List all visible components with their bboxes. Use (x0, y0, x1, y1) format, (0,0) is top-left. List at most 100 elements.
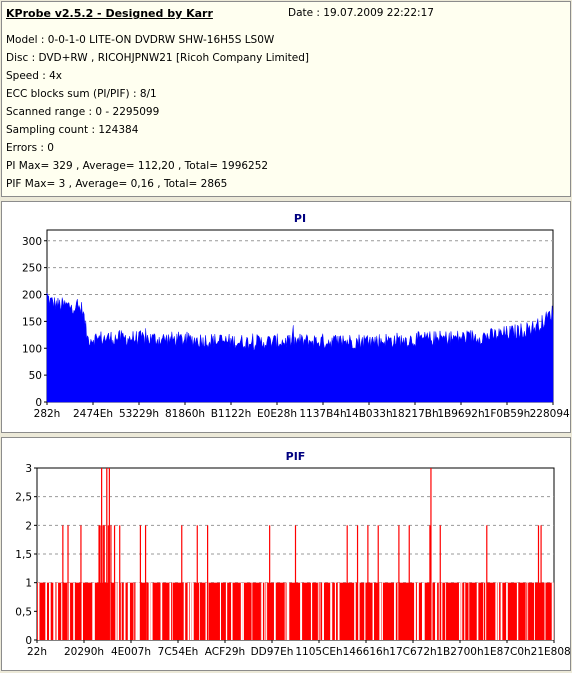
pif-zero-gap (187, 582, 190, 640)
pif-zero-gap (171, 582, 173, 640)
x-tick-label: 228094h (530, 408, 570, 420)
pif-zero-gap (319, 582, 321, 640)
pif-zero-gap (150, 582, 153, 640)
pif-zero-gap (115, 582, 117, 640)
pif-zero-gap (423, 582, 425, 640)
pif-zero-gap (53, 582, 55, 640)
pif-zero-gap (160, 582, 163, 640)
x-tick-label: 4E007h (111, 646, 151, 658)
pi-summary-line: PI Max= 329 , Average= 112,20 , Total= 1… (6, 160, 269, 172)
pif-zero-gap (476, 582, 479, 640)
y-tick-label: 200 (22, 290, 42, 302)
pif-zero-gap (148, 582, 151, 640)
pif-zero-gap (435, 582, 437, 640)
pif-zero-gap (262, 582, 264, 640)
x-tick-label: B1122h (211, 408, 252, 420)
pif-zero-gap (330, 582, 332, 640)
pif-zero-gap (483, 582, 484, 640)
pif-zero-gap (127, 582, 130, 640)
pif-zero-gap (354, 582, 356, 640)
chart-title: PIF (286, 450, 306, 463)
x-tick-label: 1B9692h (437, 408, 484, 420)
pif-zero-gap (500, 582, 503, 640)
pif-zero-gap (431, 582, 433, 640)
x-tick-label: 1105CEh (295, 646, 342, 658)
chart-title: PI (294, 212, 306, 225)
pif-zero-gap (135, 582, 138, 640)
pif-zero-gap (317, 582, 319, 640)
pif-zero-gap (183, 582, 186, 640)
pif-zero-gap (199, 582, 200, 640)
pif-zero-gap (240, 582, 243, 640)
speed-line: Speed : 4x (6, 70, 63, 82)
range-line: Scanned range : 0 - 2295099 (6, 106, 160, 118)
pif-summary-line: PIF Max= 3 , Average= 0,16 , Total= 2865 (6, 178, 228, 190)
pif-zero-gap (441, 582, 443, 640)
y-tick-label: 2 (25, 520, 32, 532)
pi-chart-panel: PI 0 50 100 150 200 250 300 282h 2474Eh 53229h 8186… (1, 201, 572, 433)
pif-zero-gap (45, 582, 47, 640)
pif-zero-gap (525, 582, 527, 640)
y-tick-label: 0 (35, 397, 42, 409)
pif-zero-gap (93, 582, 95, 640)
pif-zero-gap (205, 582, 207, 640)
scan-date: Date : 19.07.2009 22:22:17 (288, 7, 434, 19)
x-tick-label: 81860h (165, 408, 205, 420)
pif-zero-gap (169, 582, 172, 640)
pif-zero-gap (497, 582, 500, 640)
pif-zero-gap (397, 582, 400, 640)
y-tick-label: 1,5 (15, 549, 32, 561)
pif-zero-gap (495, 582, 497, 640)
pif-zero-gap (394, 582, 396, 640)
x-tick-label: 18217Bh (391, 408, 438, 420)
pif-zero-gap (381, 582, 383, 640)
sampling-line: Sampling count : 124384 (6, 124, 139, 136)
pif-zero-gap (414, 582, 416, 640)
model-line: Model : 0-0-1-0 LITE-ON DVDRW SHW-16H5S … (6, 34, 275, 46)
pif-zero-gap (458, 582, 461, 640)
pif-zero-gap (128, 582, 130, 640)
y-tick-label: 3 (25, 463, 32, 475)
pif-zero-gap (358, 582, 360, 640)
app-title: KProbe v2.5.2 - Designed by Karr (6, 7, 213, 20)
y-tick-label: 2,5 (15, 492, 32, 504)
pif-zero-gap (287, 582, 290, 640)
pif-zero-gap (92, 582, 94, 640)
x-tick-label: 2474Eh (73, 408, 113, 420)
pif-zero-gap (260, 582, 262, 640)
x-tick-label: E0E28h (257, 408, 297, 420)
pif-zero-gap (464, 582, 466, 640)
pif-zero-gap (300, 582, 303, 640)
x-tick-label: 7C54Eh (158, 646, 199, 658)
y-tick-label: 1 (25, 578, 32, 590)
pif-zero-gap (372, 582, 375, 640)
pif-zero-gap (534, 582, 535, 640)
pif-zero-gap (242, 582, 244, 640)
pi-series-area (46, 292, 554, 403)
y-tick-label: 50 (29, 370, 42, 382)
pif-zero-gap (284, 582, 286, 640)
pif-zero-gap (73, 582, 75, 640)
pif-zero-gap (337, 582, 340, 640)
pif-zero-gap (117, 582, 120, 640)
x-tick-label: 282h (34, 408, 61, 420)
x-tick-label: 1B2700h (436, 646, 483, 658)
pif-zero-gap (37, 582, 40, 640)
x-tick-label: 21E808h (531, 646, 570, 658)
pif-zero-gap (286, 582, 289, 640)
pif-zero-gap (364, 582, 366, 640)
pif-zero-gap (310, 582, 313, 640)
ecc-line: ECC blocks sum (PI/PIF) : 8/1 (6, 88, 157, 100)
pif-zero-gap (138, 582, 141, 640)
pif-zero-gap (251, 582, 253, 640)
pif-zero-gap (264, 582, 266, 640)
info-panel: KProbe v2.5.2 - Designed by Karr Date : … (1, 1, 571, 197)
y-tick-label: 0 (25, 635, 32, 647)
pif-zero-gap (322, 582, 324, 640)
pif-zero-gap (331, 582, 333, 640)
pif-zero-gap (468, 582, 470, 640)
y-tick-label: 0,5 (15, 606, 32, 618)
x-tick-label: 22h (27, 646, 47, 658)
pif-zero-gap (120, 582, 122, 640)
x-tick-label: 14B033h (345, 408, 392, 420)
